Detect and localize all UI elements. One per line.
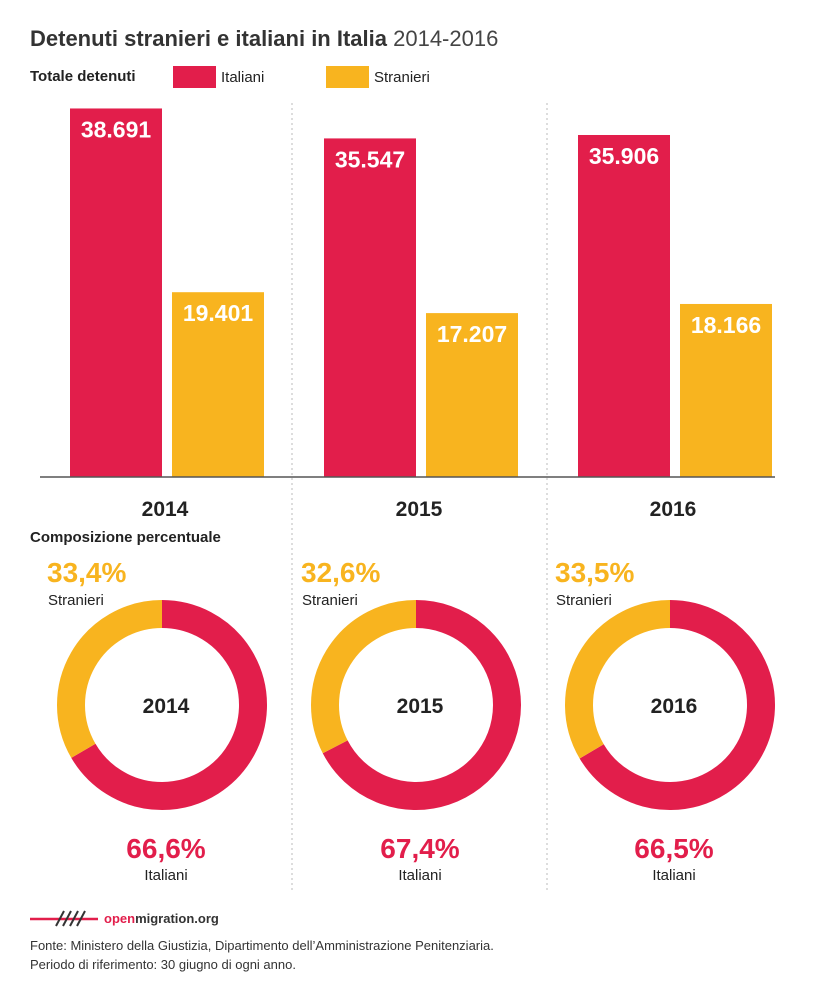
bar-italiani-2016 [578, 134, 670, 477]
donut-pct-italiani-2016: 66,5% [634, 833, 713, 864]
donut-slice-stranieri-2016 [565, 600, 671, 759]
donut-name-italiani-2015: Italiani [398, 867, 441, 884]
legend-text-italiani: Italiani [221, 68, 265, 86]
donut-name-stranieri-2015: Stranieri [302, 592, 358, 609]
donut-pct-stranieri-2016: 33,5% [555, 557, 634, 588]
donut-pct-stranieri-2014: 33,4% [47, 557, 126, 588]
x-tick-label-2014: 2014 [142, 498, 189, 521]
legend-text-stranieri: Stranieri [374, 68, 430, 86]
source-note: Fonte: Ministero della Giustizia, Dipart… [30, 936, 494, 974]
x-tick-label-2015: 2015 [396, 498, 443, 521]
bar-label-italiani-2014: 38.691 [81, 116, 152, 142]
chart-title: Detenuti stranieri e italiani in Italia … [30, 26, 498, 52]
bar-stranieri-2016 [680, 303, 772, 477]
donut-name-stranieri-2016: Stranieri [556, 592, 612, 609]
composition-heading: Composizione percentuale [30, 529, 221, 546]
donut-center-label-2014: 2014 [143, 695, 190, 718]
source-line-1: Fonte: Ministero della Giustizia, Dipart… [30, 938, 494, 953]
x-tick-label-2016: 2016 [650, 498, 697, 521]
legend-item-italiani: Italiani [173, 66, 264, 88]
legend-swatch-stranieri [326, 66, 369, 88]
bar-label-italiani-2016: 35.906 [589, 143, 659, 169]
brand-name[interactable]: openmigration.org [104, 911, 219, 926]
source-line-2: Periodo di riferimento: 30 giugno di ogn… [30, 957, 296, 972]
donut-center-label-2015: 2015 [397, 695, 444, 718]
donut-name-italiani-2014: Italiani [144, 867, 187, 884]
logo-icon [30, 910, 98, 927]
bar-label-stranieri-2014: 19.401 [183, 300, 254, 326]
donut-pct-italiani-2015: 67,4% [380, 833, 459, 864]
bar-stranieri-2015 [426, 313, 518, 477]
brand-accent: open [104, 910, 136, 926]
donut-pct-stranieri-2015: 32,6% [301, 557, 380, 588]
bar-label-italiani-2015: 35.547 [335, 146, 405, 172]
legend-swatch-italiani [173, 66, 216, 88]
donut-slice-italiani-2014 [71, 600, 267, 810]
bar-label-stranieri-2015: 17.207 [437, 321, 507, 347]
title-years: 2014-2016 [393, 26, 499, 51]
legend-heading: Totale detenuti [30, 68, 136, 85]
bar-italiani-2014 [70, 108, 162, 477]
donut-slice-stranieri-2014 [57, 600, 163, 758]
legend-item-stranieri: Stranieri [326, 66, 430, 88]
donut-pct-italiani-2014: 66,6% [126, 833, 205, 864]
donut-slice-italiani-2016 [579, 600, 775, 810]
bar-italiani-2015 [324, 138, 416, 477]
title-main: Detenuti stranieri e italiani in Italia [30, 26, 387, 51]
bar-label-stranieri-2016: 18.166 [691, 312, 761, 338]
donut-name-stranieri-2014: Stranieri [48, 592, 104, 609]
donut-name-italiani-2016: Italiani [652, 867, 695, 884]
brand-rest: migration.org [135, 910, 219, 926]
donut-center-label-2016: 2016 [651, 695, 698, 718]
bar-stranieri-2014 [172, 292, 264, 477]
footer-logo: openmigration.org [30, 908, 219, 928]
donut-slice-stranieri-2015 [311, 600, 417, 754]
donut-slice-italiani-2015 [322, 600, 521, 810]
